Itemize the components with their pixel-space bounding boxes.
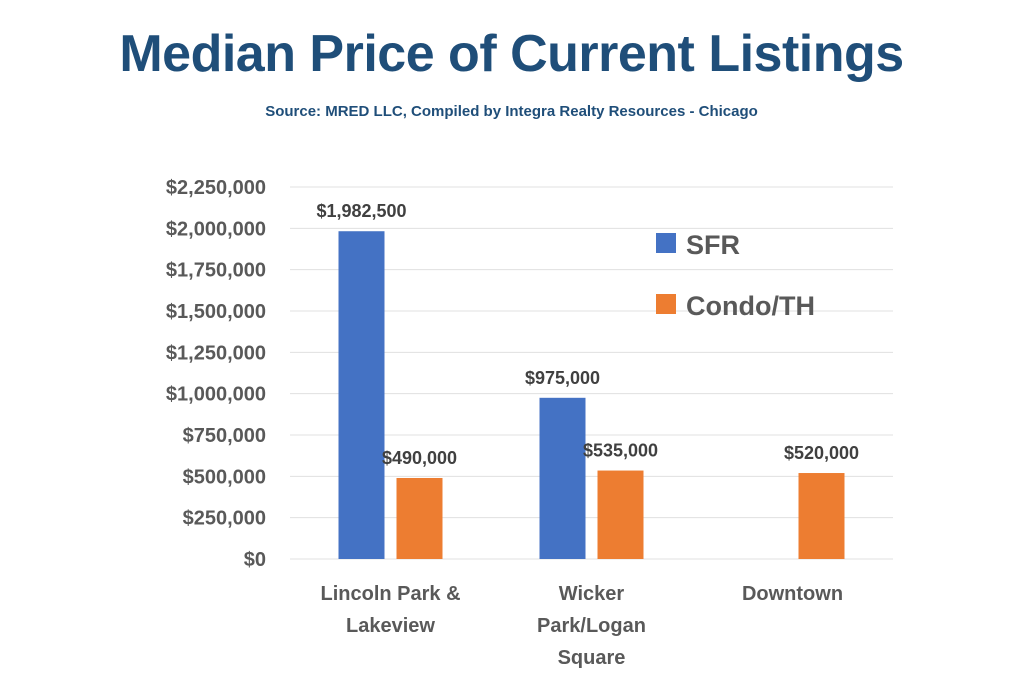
- legend-label: SFR: [686, 230, 740, 260]
- data-label: $535,000: [583, 441, 658, 461]
- y-tick-label: $500,000: [183, 466, 266, 488]
- y-tick-label: $750,000: [183, 425, 266, 447]
- x-category-label: Lincoln Park &: [320, 583, 460, 605]
- y-tick-label: $1,250,000: [166, 342, 266, 364]
- x-category-label: Downtown: [742, 583, 843, 605]
- y-tick-label: $1,500,000: [166, 301, 266, 323]
- y-tick-label: $1,000,000: [166, 384, 266, 406]
- x-category-label: Wicker: [559, 583, 625, 605]
- data-label: $975,000: [525, 368, 600, 388]
- y-tick-label: $0: [244, 549, 266, 571]
- bar-condo-th: [798, 473, 845, 559]
- bar-condo-th: [597, 470, 644, 559]
- legend-swatch: [656, 233, 676, 253]
- bar-sfr: [338, 231, 385, 559]
- y-tick-label: $1,750,000: [166, 260, 266, 282]
- chart-title: Median Price of Current Listings: [119, 25, 904, 83]
- data-label: $1,982,500: [316, 201, 406, 221]
- x-category-label: Square: [558, 647, 626, 669]
- data-label: $490,000: [382, 448, 457, 468]
- legend-label: Condo/TH: [686, 291, 815, 321]
- bar-condo-th: [396, 477, 443, 559]
- data-label: $520,000: [784, 443, 859, 463]
- x-category-label: Lakeview: [346, 615, 435, 637]
- x-category-label: Park/Logan: [537, 615, 646, 637]
- y-tick-label: $2,250,000: [166, 177, 266, 199]
- y-tick-label: $250,000: [183, 508, 266, 530]
- bar-sfr: [539, 397, 586, 559]
- legend-swatch: [656, 294, 676, 314]
- y-tick-label: $2,000,000: [166, 218, 266, 240]
- chart-subtitle: Source: MRED LLC, Compiled by Integra Re…: [265, 103, 758, 120]
